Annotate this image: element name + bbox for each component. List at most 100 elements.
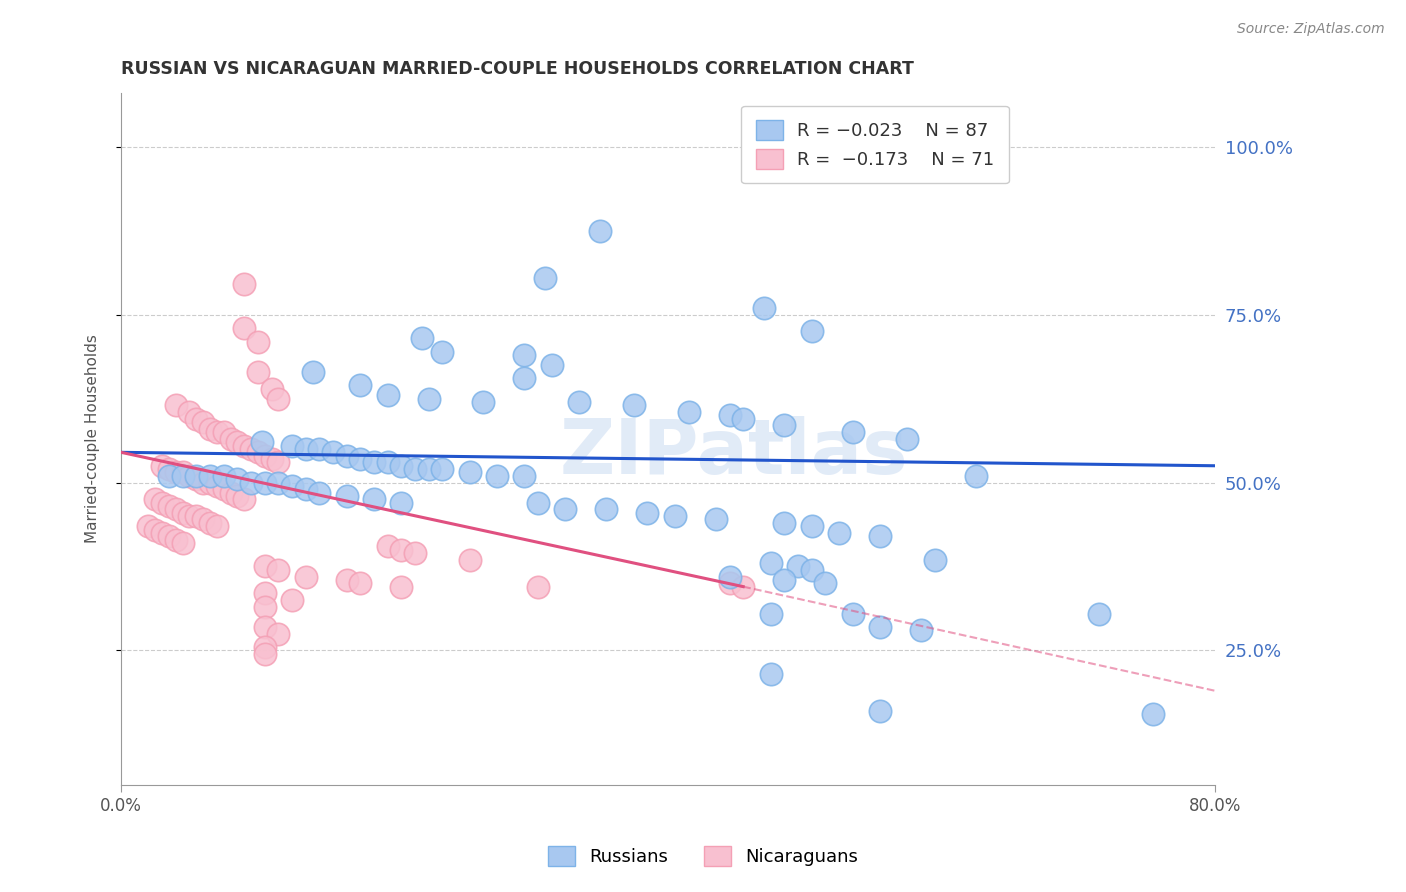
Point (186, 468, 208, 483)
Point (191, 415, 214, 429)
Point (267, 392, 290, 406)
Point (800, 519, 823, 533)
Point (678, 405, 700, 419)
Point (841, 425, 863, 440)
Point (869, 704, 891, 718)
Point (226, 472, 249, 486)
Point (212, 468, 235, 483)
Point (513, 371, 536, 385)
Point (165, 466, 187, 480)
Point (389, 542, 412, 557)
Point (172, 466, 194, 480)
Point (212, 425, 235, 440)
Point (212, 483, 235, 497)
Point (240, 475, 263, 490)
Point (219, 485, 242, 500)
Point (322, 445, 344, 459)
Point (773, 516, 796, 530)
Point (588, 224, 610, 238)
Point (828, 525, 851, 540)
Point (534, 270, 557, 285)
Point (718, 409, 741, 423)
Point (179, 509, 201, 524)
Point (172, 506, 194, 520)
Point (186, 472, 208, 486)
Point (733, 411, 755, 425)
Point (363, 455, 385, 469)
Point (308, 442, 330, 456)
Point (486, 468, 509, 483)
Point (186, 411, 208, 425)
Point (773, 418, 796, 433)
Point (404, 462, 426, 476)
Point (240, 442, 263, 456)
Point (336, 449, 359, 463)
Point (301, 365, 323, 379)
Text: Source: ZipAtlas.com: Source: ZipAtlas.com (1237, 22, 1385, 37)
Y-axis label: Married-couple Households: Married-couple Households (86, 334, 100, 543)
Point (172, 536, 194, 550)
Point (773, 573, 796, 587)
Point (198, 516, 221, 530)
Point (540, 358, 562, 372)
Point (418, 462, 440, 476)
Point (527, 496, 550, 510)
Point (253, 640, 276, 654)
Point (800, 325, 823, 339)
Point (513, 468, 536, 483)
Point (418, 392, 440, 406)
Point (814, 576, 837, 591)
Point (1087, 607, 1109, 621)
Point (377, 455, 399, 469)
Point (191, 512, 214, 526)
Point (219, 432, 242, 446)
Point (157, 499, 180, 513)
Point (786, 559, 808, 574)
Point (226, 435, 249, 450)
Point (896, 432, 918, 446)
Point (800, 563, 823, 577)
Point (924, 553, 946, 567)
Point (205, 425, 228, 440)
Point (389, 496, 412, 510)
Point (377, 388, 399, 402)
Point (267, 475, 290, 490)
Point (759, 556, 782, 570)
Text: RUSSIAN VS NICARAGUAN MARRIED-COUPLE HOUSEHOLDS CORRELATION CHART: RUSSIAN VS NICARAGUAN MARRIED-COUPLE HOU… (121, 60, 914, 78)
Point (411, 331, 433, 345)
Point (260, 382, 283, 396)
Point (458, 553, 481, 567)
Text: ZIPatlas: ZIPatlas (560, 416, 908, 490)
Point (267, 455, 290, 469)
Point (294, 442, 316, 456)
Point (752, 301, 775, 315)
Point (432, 344, 454, 359)
Point (733, 580, 755, 594)
Point (246, 334, 269, 349)
Point (250, 435, 273, 450)
Point (260, 452, 283, 467)
Point (172, 468, 194, 483)
Point (349, 576, 371, 591)
Point (281, 593, 304, 607)
Point (637, 506, 659, 520)
Point (267, 563, 290, 577)
Point (253, 647, 276, 661)
Point (143, 523, 166, 537)
Point (143, 492, 166, 507)
Point (281, 479, 304, 493)
Point (150, 458, 173, 473)
Point (910, 624, 932, 638)
Point (308, 485, 330, 500)
Point (363, 492, 385, 507)
Point (165, 398, 187, 412)
Point (179, 468, 201, 483)
Point (150, 496, 173, 510)
Point (191, 475, 214, 490)
Point (150, 525, 173, 540)
Point (472, 395, 495, 409)
Point (595, 502, 617, 516)
Point (336, 573, 359, 587)
Point (157, 468, 180, 483)
Point (389, 580, 412, 594)
